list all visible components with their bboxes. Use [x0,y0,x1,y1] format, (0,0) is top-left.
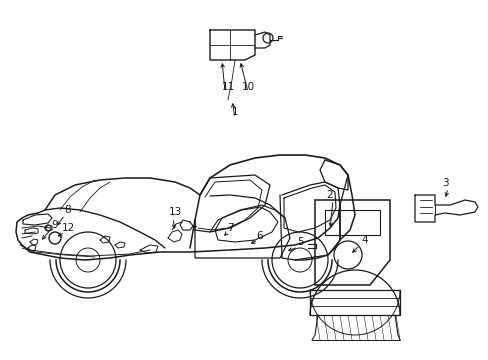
Text: 1: 1 [231,107,238,117]
Text: 4: 4 [361,235,367,245]
Text: 10: 10 [241,82,254,92]
Text: 8: 8 [64,205,71,215]
Text: 12: 12 [61,223,75,233]
Text: 13: 13 [168,207,181,217]
Text: 9: 9 [52,220,58,230]
Text: 2: 2 [326,190,333,200]
Text: 5: 5 [296,237,303,247]
Text: 6: 6 [256,231,263,241]
Text: 11: 11 [221,82,234,92]
Text: 3: 3 [441,178,447,188]
Text: 7: 7 [226,223,233,233]
